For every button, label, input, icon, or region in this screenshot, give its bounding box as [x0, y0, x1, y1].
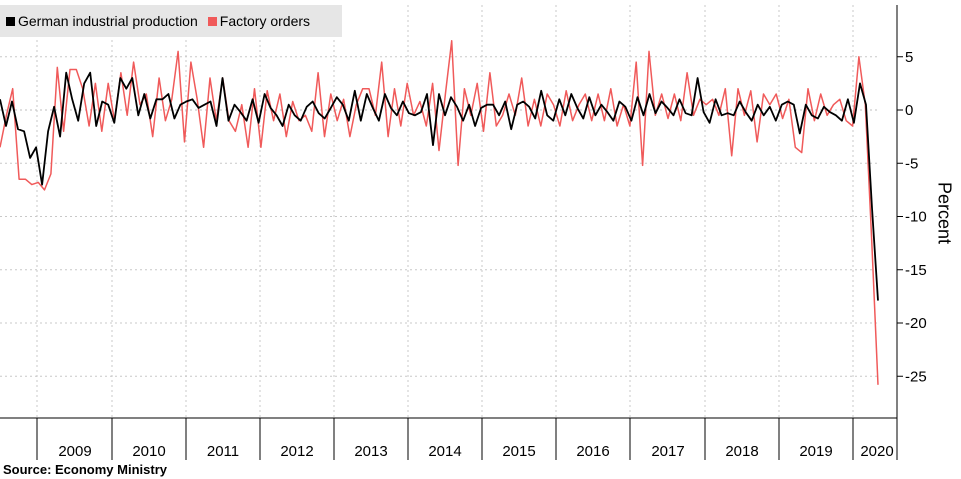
legend-label-industrial-production: German industrial production: [18, 13, 198, 29]
x-tick-label: 2011: [207, 443, 239, 460]
legend-label-factory-orders: Factory orders: [219, 13, 311, 29]
legend-item-factory-orders: Factory orders: [207, 13, 311, 29]
gridlines: [0, 5, 880, 418]
x-tick-label: 2018: [725, 443, 758, 460]
x-tick-label: 2009: [58, 443, 91, 460]
series-lines: [0, 40, 879, 385]
y-tick-label: -5: [905, 155, 918, 172]
x-tick-label: 2012: [280, 443, 313, 460]
series-line-german-industrial-production: [0, 71, 879, 301]
x-tick-label: 2016: [576, 443, 609, 460]
y-tick-label: 0: [905, 102, 913, 119]
y-tick-label: -25: [905, 368, 927, 385]
y-axis: 5 0 -5 -10 -15 -20 -25: [896, 5, 927, 418]
legend: German industrial production Factory ord…: [0, 5, 342, 37]
x-tick-label: 2017: [651, 443, 684, 460]
x-tick-label: 2010: [132, 443, 165, 460]
series-line-factory-orders: [0, 40, 879, 385]
x-tick-label: 2014: [428, 443, 461, 460]
x-tick-label: 2015: [502, 443, 535, 460]
x-axis: 2009 2010 2011 2012 2013 2014 2015 2016 2017 2018…: [0, 417, 898, 460]
y-tick-label: -10: [905, 209, 927, 226]
y-tick-label: 5: [905, 49, 913, 66]
x-tick-label: 2020: [860, 443, 893, 460]
x-tick-label: 2013: [354, 443, 387, 460]
x-tick-label: 2019: [799, 443, 832, 460]
legend-item-industrial-production: German industrial production: [6, 13, 198, 29]
legend-swatch-black: [6, 16, 15, 26]
source-note: Source: Economy Ministry: [3, 462, 167, 477]
legend-swatch-red: [207, 16, 217, 26]
y-tick-label: -15: [905, 262, 927, 279]
y-tick-label: -20: [905, 315, 927, 332]
y-axis-title: Percent: [934, 181, 955, 245]
